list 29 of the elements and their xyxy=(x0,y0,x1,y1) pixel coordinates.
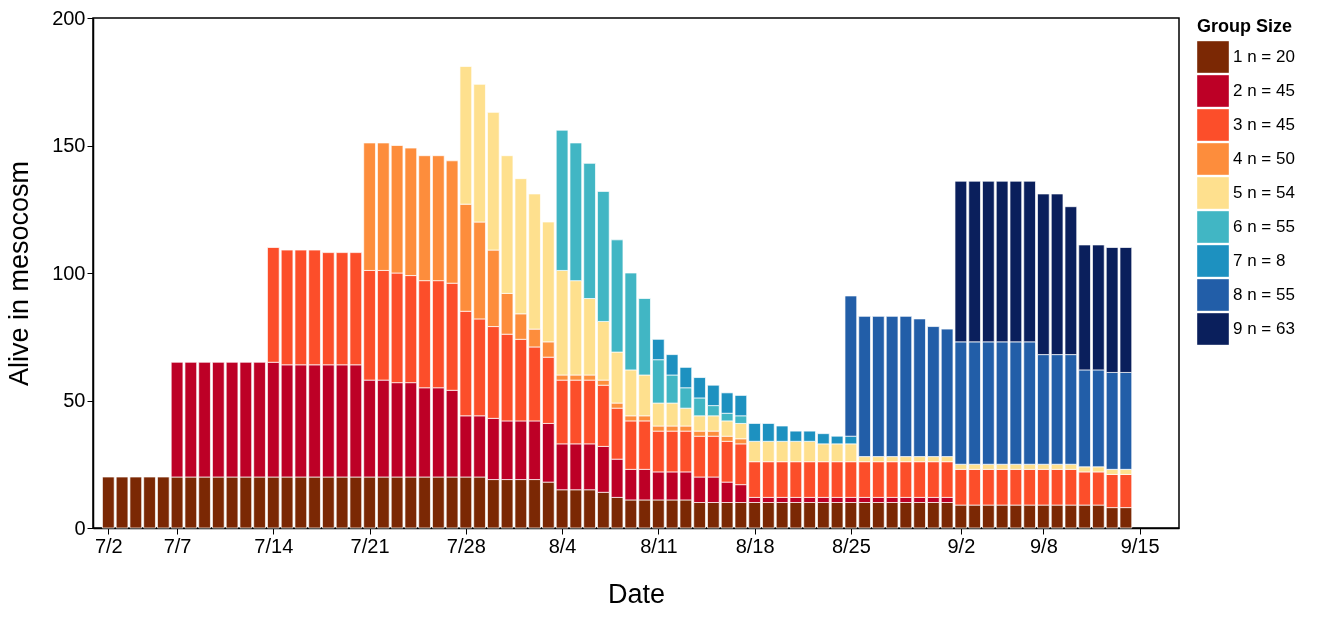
x-tick-label: 8/11 xyxy=(640,534,678,557)
x-tick-label: 7/21 xyxy=(350,534,390,557)
x-tick-label: 7/2 xyxy=(94,534,123,557)
y-tick-label: 0 xyxy=(74,516,86,539)
legend-label: 2 n = 45 xyxy=(1233,81,1295,100)
legend-label: 8 n = 55 xyxy=(1233,285,1295,304)
x-tick-label: 8/18 xyxy=(735,534,775,557)
x-tick-label: 9/2 xyxy=(947,534,976,557)
legend-label: 5 n = 54 xyxy=(1233,183,1295,202)
x-tick-label: 8/25 xyxy=(831,534,871,557)
y-axis-title: Alive in mesocosm xyxy=(4,160,35,387)
x-tick-label: 9/15 xyxy=(1120,534,1160,557)
legend-label: 6 n = 55 xyxy=(1233,217,1295,236)
y-tick-label: 100 xyxy=(52,261,86,284)
legend-label: 4 n = 50 xyxy=(1233,149,1295,168)
legend-title: Group Size xyxy=(1197,16,1293,36)
x-axis-title: Date xyxy=(607,578,666,609)
x-tick-label: 7/7 xyxy=(163,534,192,557)
x-tick-label: 7/28 xyxy=(446,534,486,557)
legend-label: 9 n = 63 xyxy=(1233,319,1295,338)
legend-label: 1 n = 20 xyxy=(1233,47,1295,66)
legend-label: 7 n = 8 xyxy=(1233,251,1286,270)
y-tick-label: 200 xyxy=(52,6,86,29)
legend-label: 3 n = 45 xyxy=(1233,115,1295,134)
y-tick-label: 150 xyxy=(52,134,86,156)
y-tick-label: 50 xyxy=(63,389,86,411)
x-tick-label: 9/8 xyxy=(1029,534,1058,557)
x-tick-label: 8/4 xyxy=(548,534,577,557)
x-tick-label: 7/14 xyxy=(254,534,294,557)
